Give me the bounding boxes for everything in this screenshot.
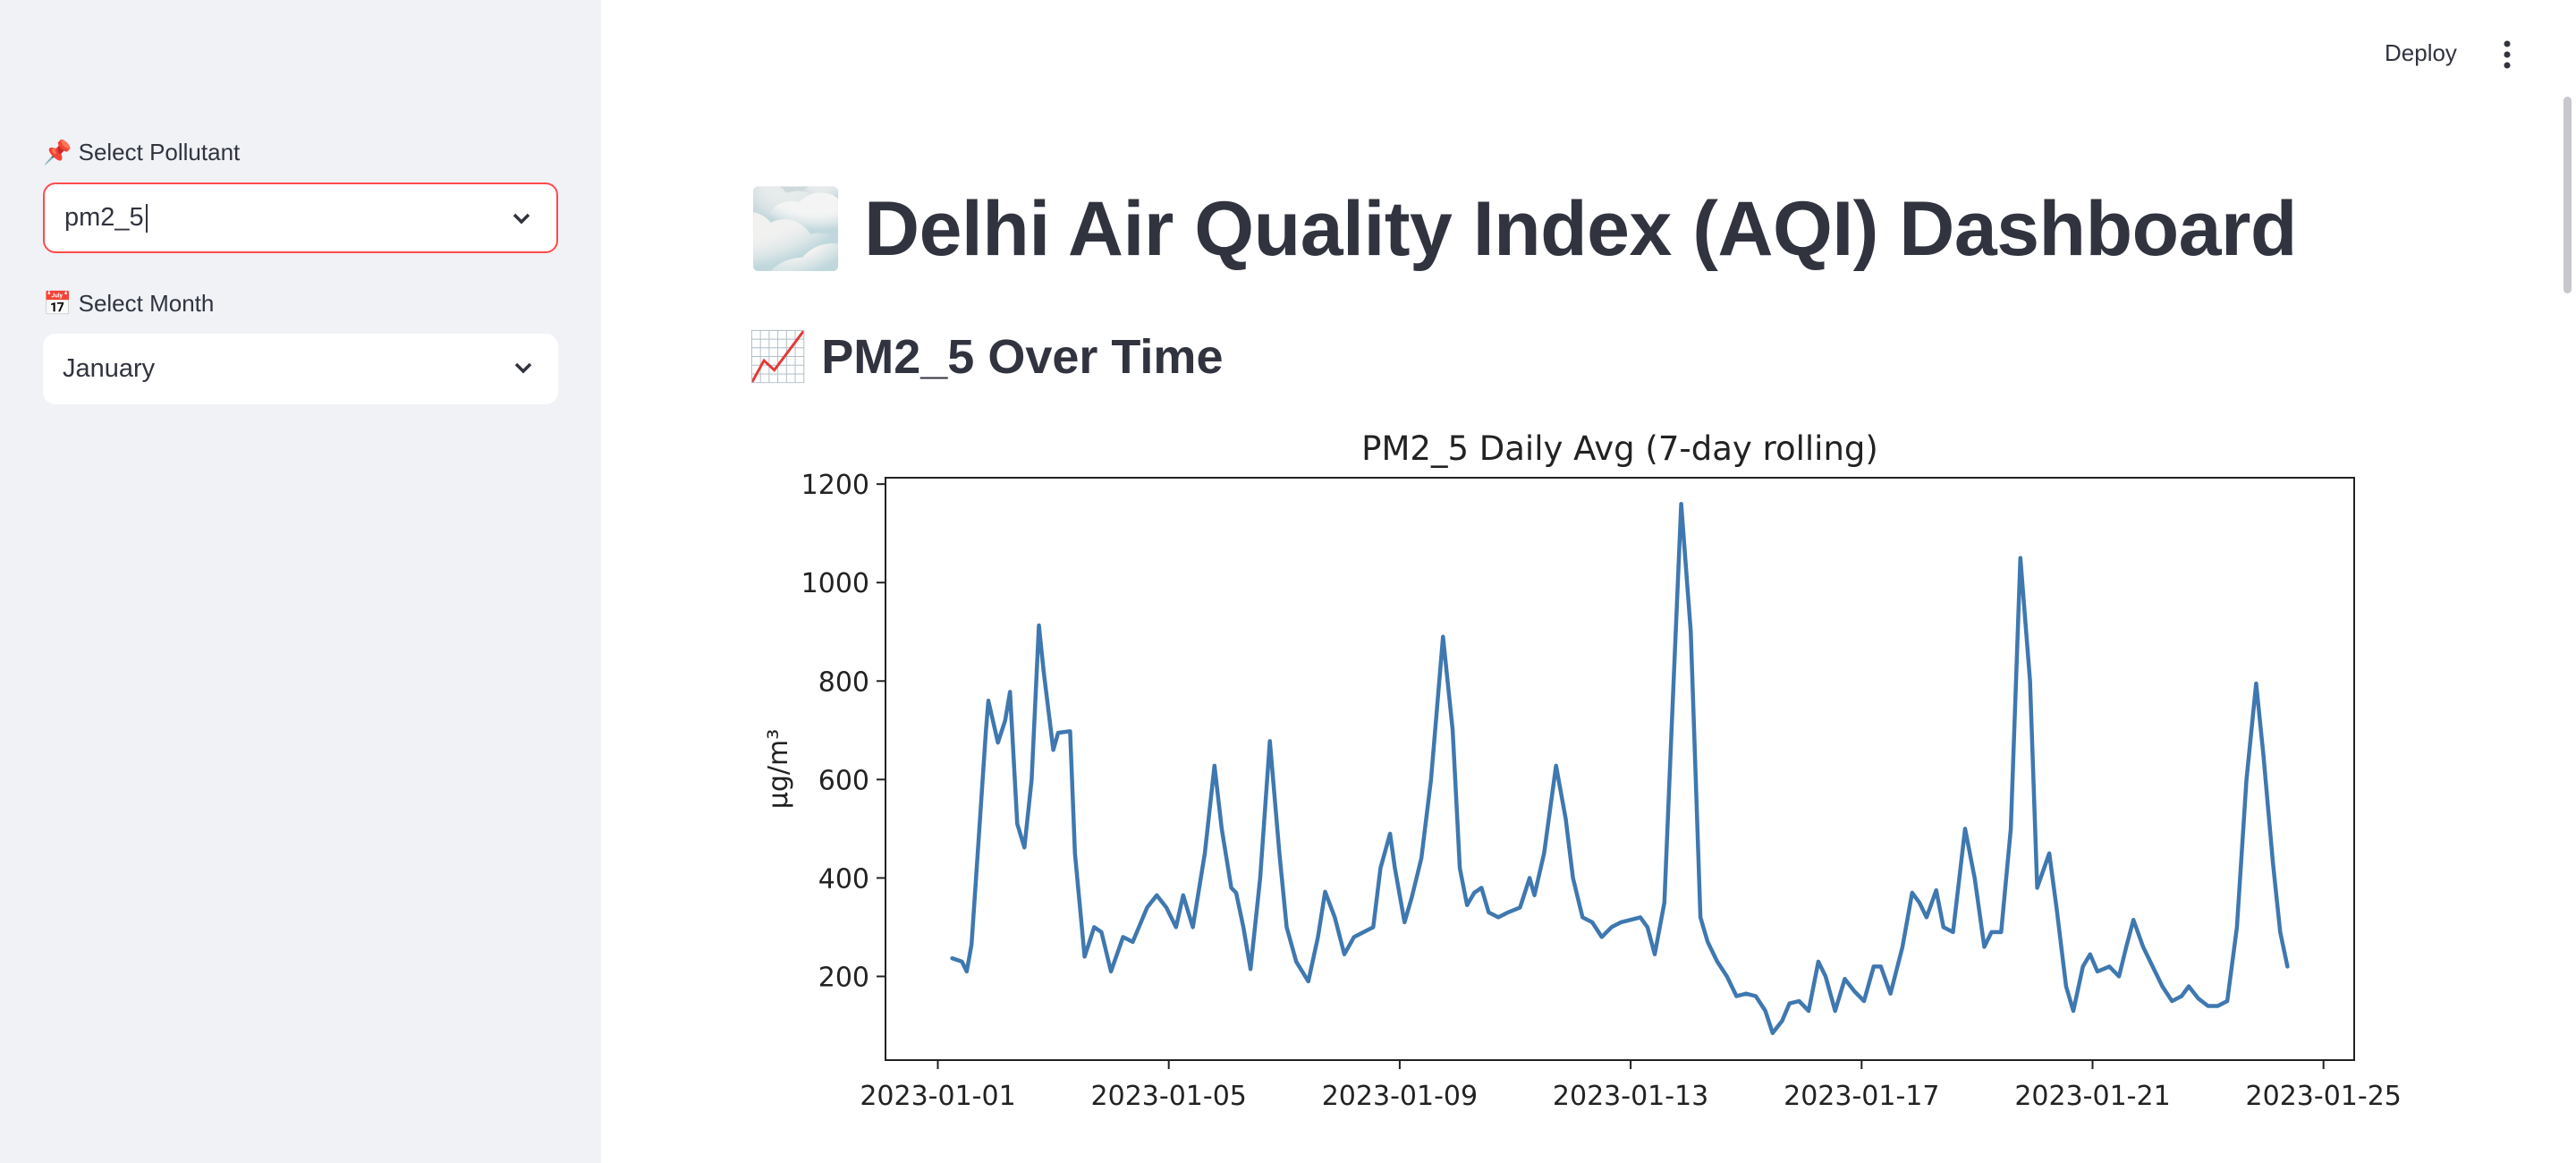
- chart-title: PM2_5 Daily Avg (7-day rolling): [1361, 429, 1878, 468]
- deploy-button[interactable]: Deploy: [2385, 39, 2457, 66]
- data-line: [950, 501, 2290, 1035]
- month-value: January: [63, 354, 156, 383]
- x-tick-label: 2023-01-01: [860, 1081, 1015, 1112]
- x-tick-label: 2023-01-21: [2014, 1081, 2170, 1112]
- y-tick-label: 1200: [801, 470, 869, 501]
- y-tick-label: 1000: [801, 568, 869, 599]
- month-select[interactable]: January: [43, 334, 558, 404]
- y-axis-label: µg/m³: [763, 729, 794, 810]
- x-tick-label: 2023-01-13: [1553, 1081, 1708, 1112]
- x-tick-label: 2023-01-05: [1091, 1081, 1247, 1112]
- chevron: [514, 362, 532, 374]
- pollutant-select[interactable]: pm2_5: [43, 183, 558, 253]
- x-tick-label: 2023-01-17: [1784, 1081, 1939, 1112]
- x-tick-label: 2023-01-09: [1322, 1081, 1478, 1112]
- main-menu[interactable]: [2496, 39, 2519, 70]
- y-tick-label: 800: [818, 666, 869, 698]
- y-tick-label: 200: [818, 962, 869, 993]
- page-title: 🌫️ Delhi Air Quality Index (AQI) Dashboa…: [748, 186, 2297, 272]
- y-tick-label: 600: [818, 765, 869, 796]
- month-label: 📅 Select Month: [43, 290, 215, 317]
- pollutant-label: 📌 Select Pollutant: [43, 139, 241, 166]
- subheader: 📈 PM2_5 Over Time: [748, 330, 1224, 384]
- text-cursor: [145, 203, 148, 233]
- x-tick-label: 2023-01-25: [2246, 1081, 2402, 1112]
- scrollbar[interactable]: [2563, 97, 2572, 293]
- plot-frame: [885, 477, 2355, 1061]
- sidebar: 📌 Select Pollutant pm2_5 📅 Select Month …: [0, 0, 601, 1163]
- y-tick-label: 400: [818, 863, 869, 895]
- pollutant-value: pm2_5: [64, 203, 144, 232]
- chevron: [513, 213, 530, 225]
